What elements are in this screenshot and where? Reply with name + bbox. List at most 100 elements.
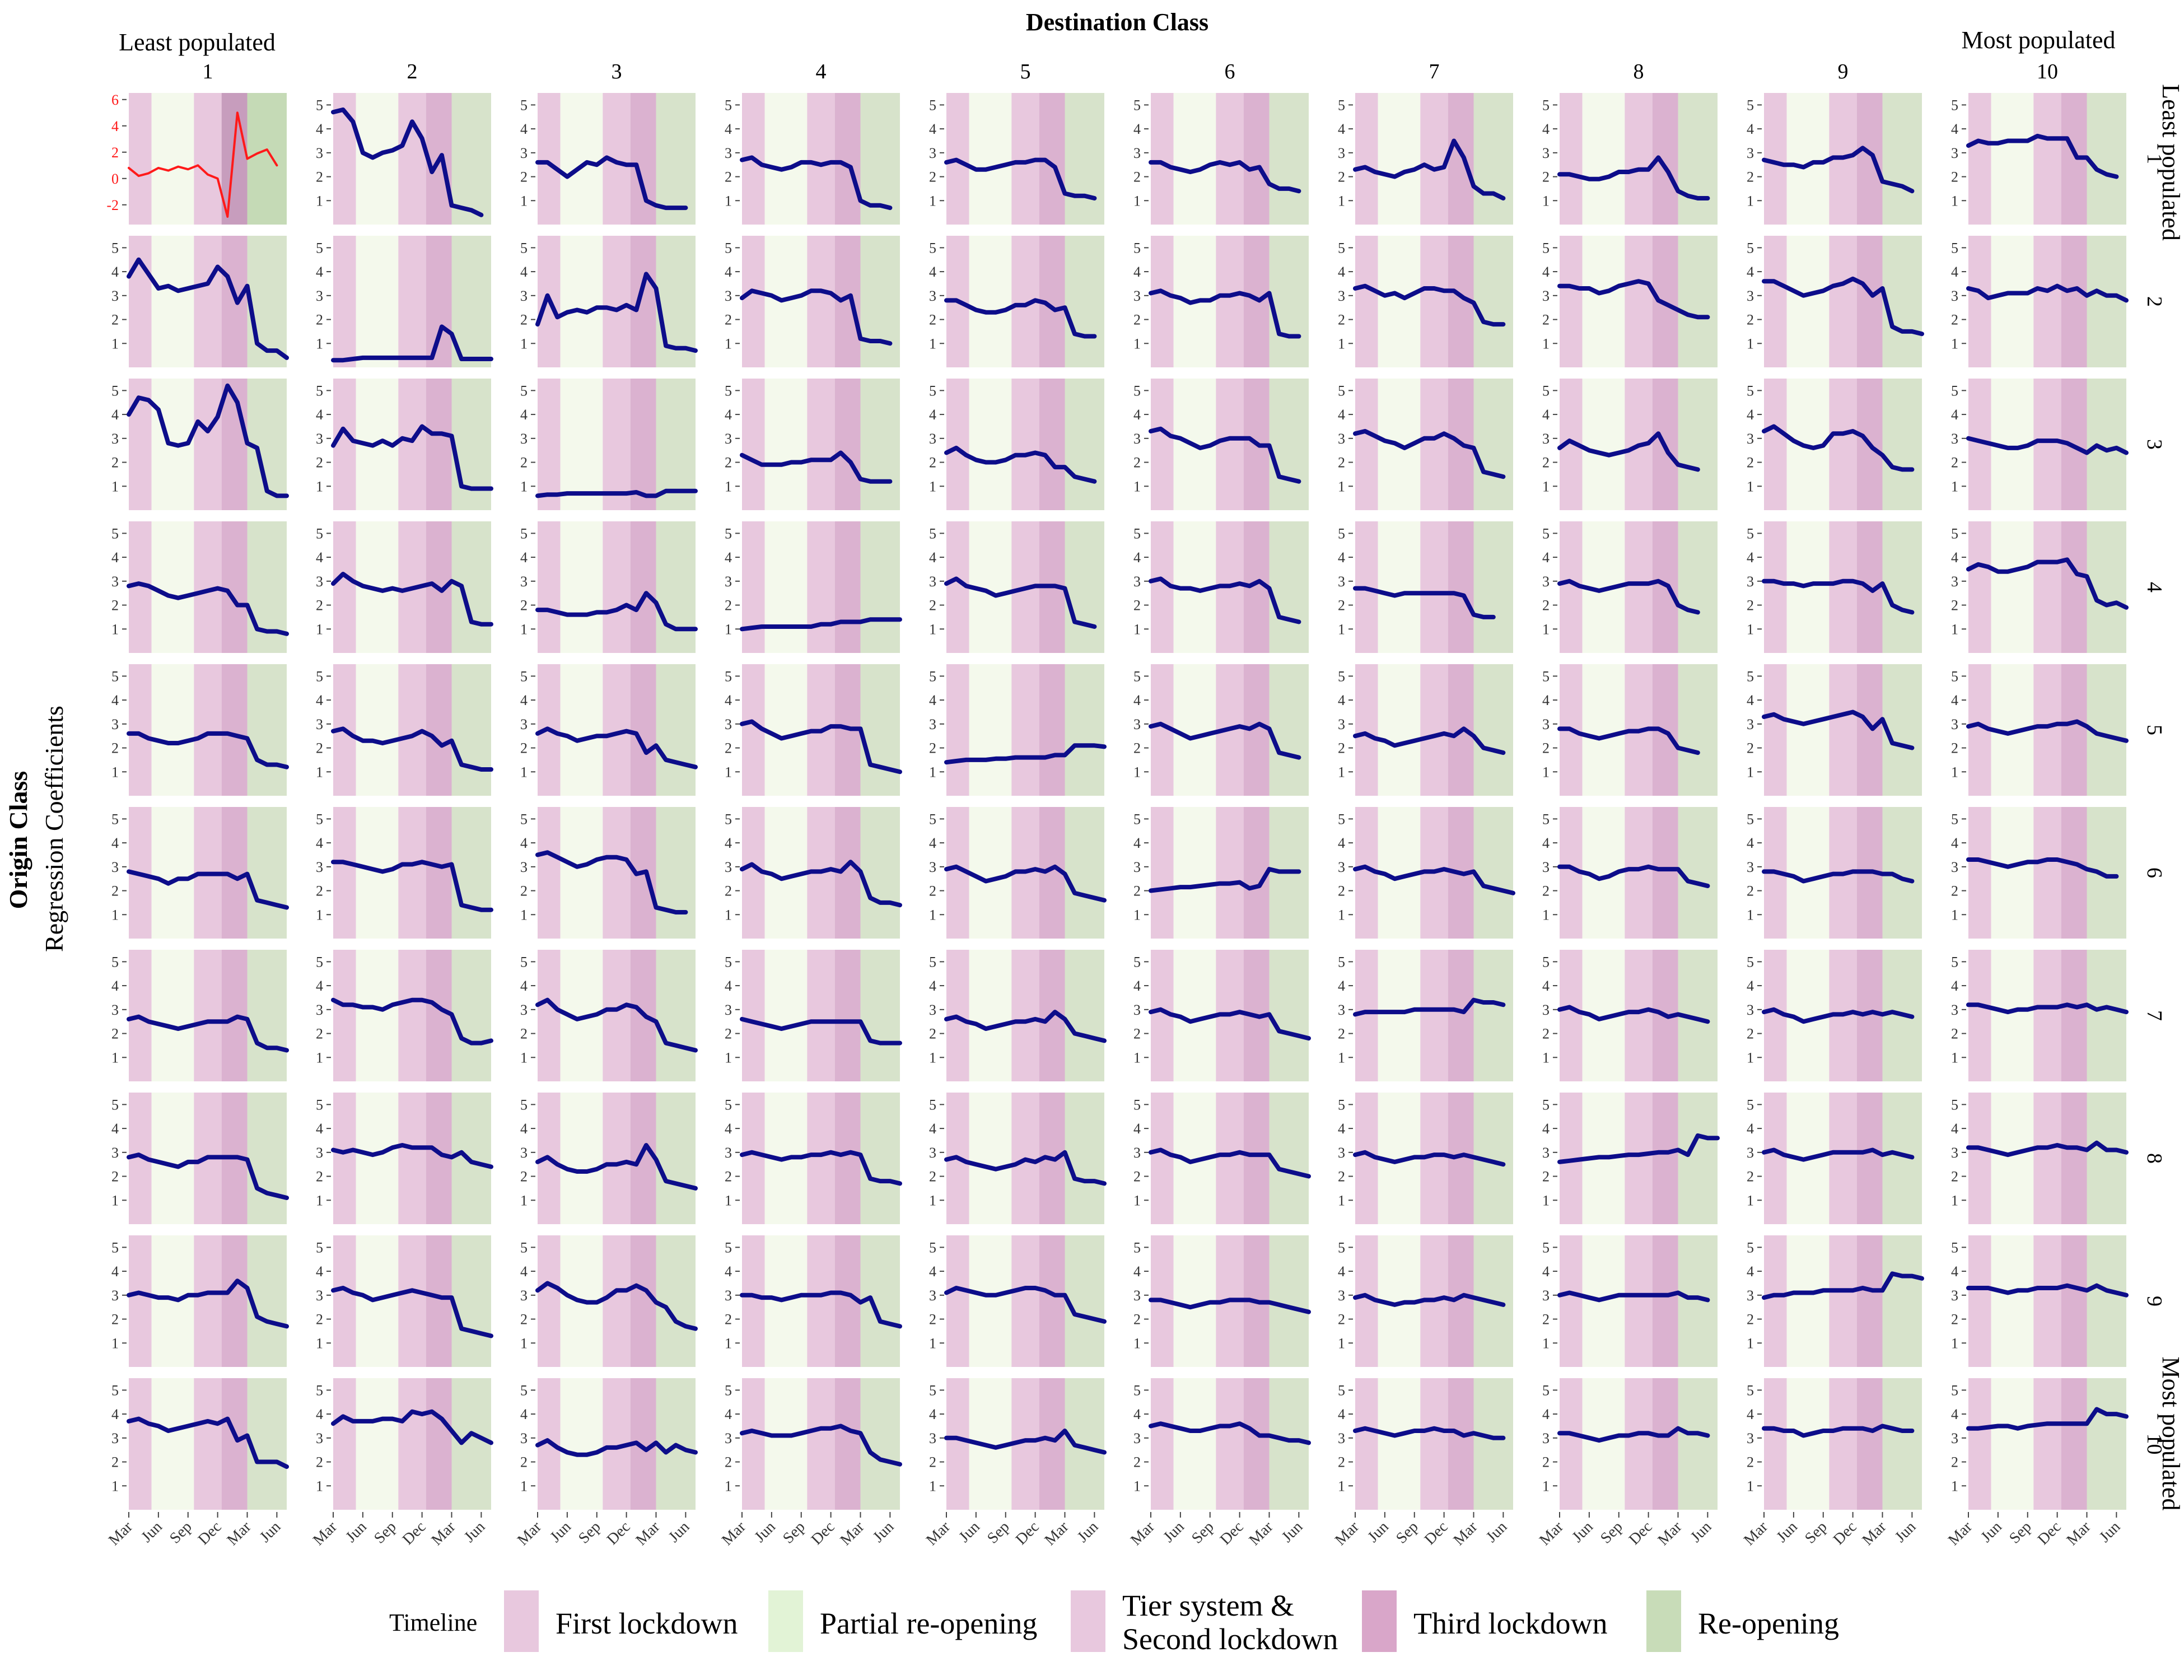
y-tick-label: 1 (929, 1478, 936, 1494)
period-band (742, 521, 765, 653)
y-tick-label: 2 (725, 598, 732, 614)
series-line (1966, 719, 2129, 743)
period-band (1243, 1093, 1270, 1224)
period-band (656, 807, 696, 939)
facet-panel: 1 2 3 4 5 (929, 93, 1104, 225)
y-tick-label: 5 (1133, 1096, 1141, 1113)
period-band (946, 379, 969, 510)
y-tick-label: 2 (929, 1026, 936, 1042)
y-tick-label: 4 (520, 835, 528, 851)
x-tick-label: Sep (1188, 1518, 1217, 1547)
y-tick-label: 5 (929, 1096, 936, 1113)
y-tick-label: 5 (316, 1382, 323, 1398)
period-band (603, 236, 631, 367)
y-tick-label: 5 (1133, 954, 1141, 970)
y-tick-label: 1 (725, 1049, 732, 1066)
y-tick-label: 2 (929, 1169, 936, 1185)
period-band (1625, 1093, 1653, 1224)
period-band (1420, 950, 1448, 1081)
y-tick-label: 1 (111, 907, 119, 923)
period-band (129, 236, 152, 367)
series-line (1149, 426, 1301, 484)
y-tick-label: 2 (111, 1169, 119, 1185)
x-tick-label: Mar (633, 1518, 664, 1549)
y-tick-label: 1 (111, 764, 119, 780)
series-line (331, 860, 493, 912)
period-band (2033, 950, 2061, 1081)
period-band (221, 521, 248, 653)
y-tick-label: 2 (725, 740, 732, 757)
y-tick-label: 3 (520, 1287, 528, 1304)
y-tick-label: 5 (1133, 240, 1141, 256)
legend-swatch (1646, 1590, 1681, 1652)
period-band (1678, 236, 1718, 367)
y-tick-label: 4 (520, 692, 528, 708)
period-band (333, 950, 356, 1081)
period-band (151, 807, 194, 939)
period-band (1625, 521, 1653, 653)
series-line (1762, 578, 1915, 615)
y-tick-label: 3 (1951, 859, 1958, 875)
y-tick-label: 5 (725, 811, 732, 827)
y-tick-label: 3 (1542, 1287, 1550, 1304)
facet-panel: 1 2 3 4 5 (1951, 236, 2129, 367)
row-header-bottom: Most populated (2157, 1357, 2184, 1511)
y-tick-label: 2 (1338, 1312, 1345, 1328)
period-band (1448, 93, 1474, 225)
y-tick-label: 5 (929, 954, 936, 970)
period-band (742, 236, 765, 367)
facet-panel: 1 2 3 4 5 (1133, 236, 1309, 367)
y-tick-label: 4 (520, 978, 528, 994)
period-band (1678, 521, 1718, 653)
y-tick-label: 2 (929, 1454, 936, 1471)
series-line (331, 1286, 493, 1338)
y-tick-label: 1 (1951, 621, 1958, 637)
facet-panel: 1 2 3 4 5 (1951, 521, 2129, 653)
y-tick-label: 3 (1951, 1002, 1958, 1018)
y-tick-label: 5 (1542, 811, 1550, 827)
legend-swatch (1071, 1590, 1105, 1652)
y-tick-label: 2 (520, 169, 528, 185)
y-tick-label: 5 (1542, 954, 1550, 970)
facet-panel: 1 2 3 4 5 (1951, 664, 2129, 796)
period-band (398, 807, 426, 939)
facet-panel: 1 2 3 4 5 (1338, 1235, 1513, 1367)
y-tick-label: 3 (725, 1002, 732, 1018)
period-band (451, 1378, 491, 1510)
y-tick-label: 4 (1133, 835, 1141, 851)
column-label: 4 (816, 60, 827, 83)
period-band (1560, 236, 1583, 367)
y-tick-label: 3 (1133, 145, 1141, 161)
period-band (560, 807, 603, 939)
period-band (807, 379, 835, 510)
column-header-left: Least populated (119, 29, 276, 56)
facet-panel: 1 2 3 4 5 (1747, 521, 1922, 653)
y-tick-label: 4 (316, 407, 323, 423)
facet-panel: 1 2 3 4 5 (316, 1235, 493, 1367)
series-line (1149, 576, 1301, 624)
y-tick-label: 5 (520, 1239, 528, 1256)
period-band (1269, 950, 1309, 1081)
series-line (740, 860, 902, 908)
y-tick-label: 1 (520, 1335, 528, 1351)
period-band (129, 664, 152, 796)
y-tick-label: 5 (111, 811, 119, 827)
period-band (1625, 1235, 1653, 1367)
chart-title: Destination Class (1026, 8, 1208, 36)
y-tick-label: 2 (111, 598, 119, 614)
y-tick-label: 1 (1951, 907, 1958, 923)
y-tick-label: 4 (1338, 692, 1345, 708)
period-band (969, 236, 1012, 367)
period-band (834, 379, 861, 510)
series-line (1966, 1002, 2129, 1015)
period-band (656, 379, 696, 510)
y-tick-label: 2 (1951, 169, 1958, 185)
y-tick-label: 3 (316, 1002, 323, 1018)
y-tick-label: 1 (1542, 1192, 1550, 1208)
y-tick-label: 5 (520, 240, 528, 256)
series-line (127, 1152, 289, 1200)
facet-panel: 1 2 3 4 5 (725, 807, 902, 939)
y-tick-label: 4 (1951, 121, 1958, 137)
period-band (356, 807, 399, 939)
